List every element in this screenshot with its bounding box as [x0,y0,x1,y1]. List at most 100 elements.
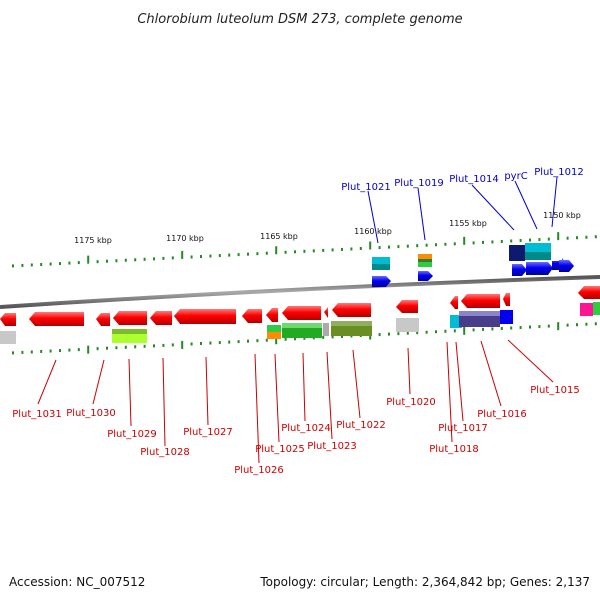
gene-feature [372,257,390,264]
scale-tick [21,350,24,354]
gene-label[interactable]: pyrC [504,171,527,182]
scale-tick [500,239,503,243]
leader-line [514,180,538,230]
gene-feature [267,332,281,339]
gene-label[interactable]: Plut_1016 [477,409,527,420]
scale-tick [322,248,325,252]
gene-label[interactable]: Plut_1028 [140,447,190,458]
gene-label[interactable]: Plut_1023 [307,441,357,452]
leader-line [205,356,209,426]
scale-tick [444,242,447,246]
leader-line [326,351,333,440]
reverse-gene-labels: Plut_1031 Plut_1030 Plut_1029 Plut_1028 … [12,385,580,476]
scale-tick [453,242,456,246]
leader-line [162,357,166,447]
scale-tick [482,240,484,244]
scale-tick [265,338,268,342]
scale-tick [425,330,428,334]
scale-tick [171,256,174,260]
scale-tick [397,245,400,249]
leader-line [455,341,464,422]
scale-label: 1165 kbp [260,232,298,241]
scale-label: 1170 kbp [166,234,204,243]
gene-label[interactable]: Plut_1014 [449,174,499,185]
scale-tick [331,248,334,252]
scale-tick [350,247,353,251]
scale-tick [12,351,14,355]
gene-arrow [150,311,172,325]
gene-arrow [324,307,328,318]
gene-feature [112,329,147,334]
gene-feature [459,311,500,316]
scale-tick [200,255,202,258]
scale-tick [171,343,174,347]
scale-tick [190,255,193,259]
gene-label[interactable]: Plut_1027 [183,427,233,438]
leader-line [446,341,453,443]
gene-arrow [282,306,321,320]
scale-tick [594,322,597,326]
scale-tick [87,345,90,354]
scale-tick [331,335,334,339]
gene-feature [525,243,551,252]
scale-tick [463,236,466,245]
gene-label[interactable]: Plut_1017 [438,423,488,434]
scale-tick [510,239,513,243]
scale-tick [547,324,550,328]
gene-label[interactable]: Plut_1024 [281,423,331,434]
gene-label[interactable]: Plut_1029 [107,429,157,440]
gene-arrow [372,276,391,287]
gene-label[interactable]: Plut_1015 [530,385,580,396]
gene-arrow [503,293,510,306]
scale-tick [322,335,325,339]
scale-tick [218,341,221,345]
scale-tick [482,327,484,331]
gene-label[interactable]: Plut_1018 [429,444,479,455]
scale-tick [341,334,343,338]
scale-tick [49,349,52,353]
gene-label[interactable]: Plut_1031 [12,409,62,420]
scale-label: 1160 kbp [354,227,392,236]
scale-tick [463,326,466,335]
scale-tick [312,249,315,253]
scale-tick [444,329,447,333]
gene-arrow [578,286,600,299]
gene-label[interactable]: Plut_1021 [341,182,391,193]
gene-label[interactable]: Plut_1030 [66,408,116,419]
scale-tick [209,254,212,258]
scale-tick [378,246,381,250]
gene-feature [331,321,372,326]
scale-labels: 1175 kbp 1170 kbp 1165 kbp 1160 kbp 1155… [74,211,581,245]
scale-tick [96,260,99,264]
gene-label[interactable]: Plut_1012 [534,167,584,178]
scale-tick [435,243,437,247]
scale-tick [557,232,560,241]
scale-tick [510,326,513,330]
gene-label[interactable]: Plut_1020 [386,397,436,408]
gene-label[interactable]: Plut_1025 [255,444,305,455]
gene-feature [396,318,419,332]
gene-arrow [113,311,147,325]
scale-tick [453,329,456,333]
gene-label[interactable]: Plut_1019 [394,178,444,189]
scale-tick [209,341,212,345]
gene-feature [372,264,390,270]
leader-line [352,349,361,419]
gene-arrow [242,309,262,323]
scale-tick [378,333,381,337]
gene-arrow [332,303,371,317]
scale-tick [500,326,503,330]
scale-tick [472,241,475,245]
gene-feature [509,245,525,261]
scale-tick [59,262,61,266]
leader-line [471,184,515,231]
scale-tick [49,262,52,266]
gene-label[interactable]: Plut_1022 [336,420,386,431]
gene-label[interactable]: Plut_1026 [234,465,284,476]
gene-arrow [174,309,236,324]
gene-feature [418,254,432,259]
leader-line [128,358,132,427]
scale-tick [143,344,146,348]
scale-tick [341,247,343,251]
